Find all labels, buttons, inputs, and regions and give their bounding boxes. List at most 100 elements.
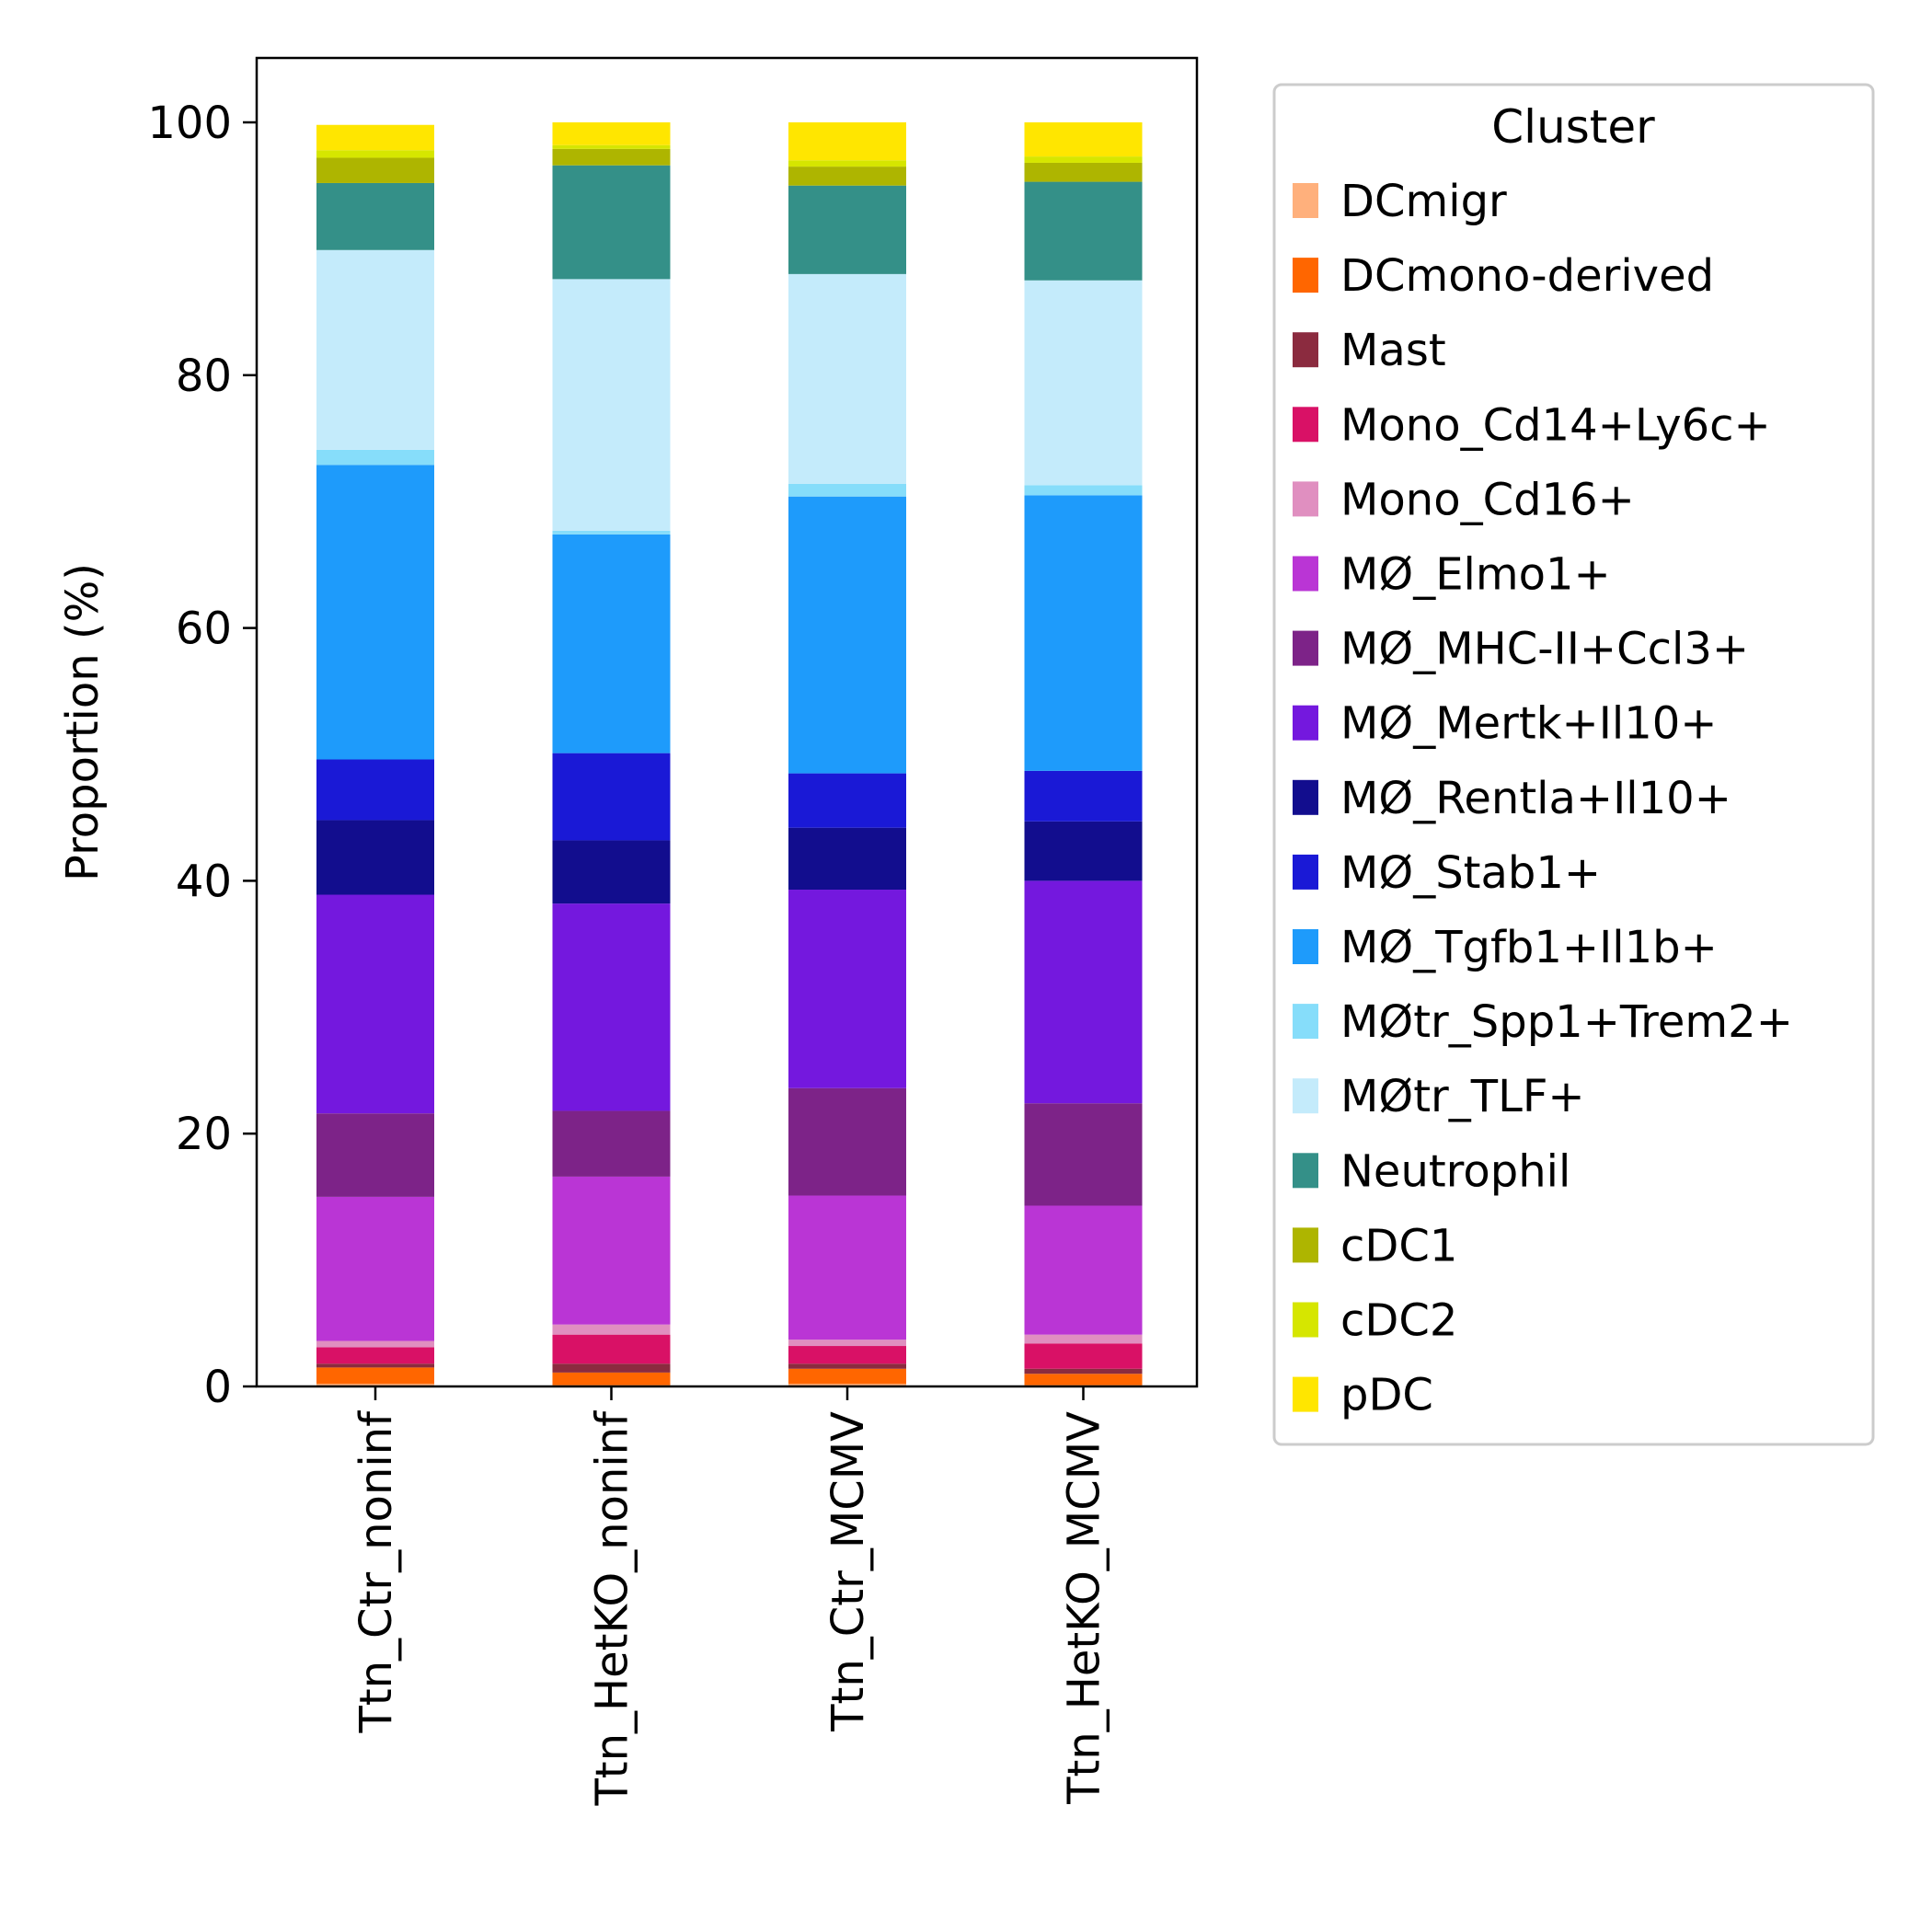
- bar-segment-neutrophil-ttn-hetko-noninf: [552, 165, 671, 280]
- bar-segment-m-tgfb1-il1b-ttn-ctr-mcmv: [788, 496, 906, 774]
- bar-segment-m-tr-tlf-ttn-ctr-mcmv: [788, 273, 906, 484]
- bar-segment-pdc-ttn-hetko-mcmv: [1024, 122, 1143, 157]
- bar-segment-m-tgfb1-il1b-ttn-ctr-noninf: [316, 465, 434, 760]
- bar-segment-cdc2-ttn-hetko-noninf: [552, 144, 671, 149]
- bar-segment-m-mhc-ii-ccl3-ttn-hetko-noninf: [552, 1110, 671, 1177]
- bar-segment-cdc2-ttn-ctr-noninf: [316, 150, 434, 158]
- bar-segment-m-tgfb1-il1b-ttn-hetko-mcmv: [1024, 495, 1143, 771]
- y-tick-label: 60: [176, 604, 232, 655]
- bar-segment-m-elmo1-ttn-hetko-mcmv: [1024, 1205, 1143, 1335]
- legend-label-mast: Mast: [1340, 325, 1446, 376]
- bar-segment-pdc-ttn-ctr-noninf: [316, 124, 434, 151]
- bar-segment-cdc1-ttn-ctr-noninf: [316, 157, 434, 183]
- bar-segment-dcmigr-ttn-ctr-noninf: [316, 1384, 434, 1386]
- legend-swatch-dcmigr: [1293, 183, 1318, 218]
- bar-segment-mono-cd16-ttn-hetko-noninf: [552, 1324, 671, 1335]
- legend-swatch-m-rentla-il10: [1293, 779, 1318, 815]
- bar-segment-m-rentla-il10-ttn-hetko-noninf: [552, 840, 671, 904]
- bar-segment-cdc2-ttn-ctr-mcmv: [788, 160, 906, 167]
- bar-segment-mono-cd14-ly6c-ttn-hetko-noninf: [552, 1334, 671, 1364]
- bar-segment-m-tr-tlf-ttn-ctr-noninf: [316, 249, 434, 450]
- bar-segment-pdc-ttn-ctr-mcmv: [788, 122, 906, 161]
- bar-segment-mono-cd16-ttn-hetko-mcmv: [1024, 1334, 1143, 1344]
- y-tick-label: 80: [176, 351, 232, 402]
- legend-swatch-m-elmo1: [1293, 556, 1318, 592]
- bar-segment-m-stab1-ttn-ctr-noninf: [316, 759, 434, 821]
- legend-swatch-dcmono-derived: [1293, 258, 1318, 293]
- legend-label-dcmono-derived: DCmono-derived: [1340, 250, 1714, 302]
- legend-swatch-neutrophil: [1293, 1153, 1318, 1189]
- bar-segment-mast-ttn-hetko-noninf: [552, 1363, 671, 1373]
- y-tick-label: 20: [176, 1109, 232, 1160]
- bar-segment-pdc-ttn-hetko-noninf: [552, 122, 671, 145]
- legend-label-pdc: pDC: [1340, 1370, 1433, 1421]
- bar-segment-m-tr-tlf-ttn-hetko-noninf: [552, 279, 671, 531]
- bar-segment-mast-ttn-ctr-noninf: [316, 1363, 434, 1368]
- bar-segment-m-tr-spp1-trem2-ttn-ctr-mcmv: [788, 483, 906, 497]
- plot-frame: [255, 56, 1199, 1388]
- bar-segment-neutrophil-ttn-hetko-mcmv: [1024, 181, 1143, 281]
- bar-segment-m-mhc-ii-ccl3-ttn-hetko-mcmv: [1024, 1103, 1143, 1206]
- legend-label-m-stab1: MØ_Stab1+: [1340, 847, 1601, 899]
- bar-segment-cdc2-ttn-hetko-mcmv: [1024, 156, 1143, 163]
- bar-segment-m-tr-spp1-trem2-ttn-hetko-noninf: [552, 530, 671, 535]
- bar-segment-cdc1-ttn-hetko-mcmv: [1024, 162, 1143, 182]
- legend-title: Cluster: [1491, 100, 1655, 154]
- legend-label-m-tgfb1-il1b: MØ_Tgfb1+Il1b+: [1340, 922, 1718, 973]
- legend-label-m-rentla-il10: MØ_Rentla+Il10+: [1340, 773, 1731, 824]
- bars-layer: [316, 122, 1143, 1386]
- bar-segment-m-stab1-ttn-hetko-mcmv: [1024, 770, 1143, 822]
- y-axis-label: Proportion (%): [57, 563, 109, 881]
- legend-swatch-pdc: [1293, 1376, 1318, 1412]
- bar-segment-m-rentla-il10-ttn-hetko-mcmv: [1024, 821, 1143, 881]
- bar-segment-mono-cd14-ly6c-ttn-ctr-noninf: [316, 1347, 434, 1364]
- x-tick-label-ttn-hetko-mcmv: Ttn_HetKO_MCMV: [1059, 1411, 1110, 1805]
- bar-segment-mono-cd14-ly6c-ttn-hetko-mcmv: [1024, 1343, 1143, 1369]
- legend-swatch-mast: [1293, 332, 1318, 368]
- legend-label-m-mertk-il10: MØ_Mertk+Il10+: [1340, 698, 1718, 750]
- bar-segment-m-stab1-ttn-ctr-mcmv: [788, 773, 906, 828]
- legend-label-dcmigr: DCmigr: [1340, 176, 1507, 227]
- bar-segment-mono-cd16-ttn-ctr-noninf: [316, 1340, 434, 1348]
- bar-segment-mono-cd16-ttn-ctr-mcmv: [788, 1340, 906, 1347]
- bar-segment-cdc1-ttn-ctr-mcmv: [788, 167, 906, 186]
- legend-label-m-tr-tlf: MØtr_TLF+: [1340, 1071, 1585, 1122]
- legend-swatch-m-tr-spp1-trem2: [1293, 1004, 1318, 1040]
- legend-label-cdc1: cDC1: [1340, 1220, 1457, 1271]
- bar-segment-m-mertk-il10-ttn-hetko-mcmv: [1024, 880, 1143, 1104]
- bar-segment-dcmono-derived-ttn-hetko-mcmv: [1024, 1374, 1143, 1386]
- legend-label-m-tr-spp1-trem2: MØtr_Spp1+Trem2+: [1340, 996, 1793, 1048]
- bar-segment-mast-ttn-ctr-mcmv: [788, 1363, 906, 1369]
- y-tick-label: 100: [147, 98, 232, 149]
- bar-segment-neutrophil-ttn-ctr-noninf: [316, 182, 434, 250]
- legend-swatch-cdc2: [1293, 1302, 1318, 1338]
- bar-segment-mono-cd14-ly6c-ttn-ctr-mcmv: [788, 1346, 906, 1364]
- legend-label-mono-cd14-ly6c: Mono_Cd14+Ly6c+: [1340, 399, 1771, 451]
- bar-segment-neutrophil-ttn-ctr-mcmv: [788, 185, 906, 274]
- legend-items: DCmigr DCmono-derived Mast Mono_Cd14+Ly6c+ M…: [1293, 176, 1793, 1421]
- bar-segment-dcmigr-ttn-ctr-mcmv: [788, 1384, 906, 1386]
- legend-swatch-m-tgfb1-il1b: [1293, 929, 1318, 964]
- y-tick-label: 0: [203, 1362, 232, 1413]
- bar-segment-m-mhc-ii-ccl3-ttn-ctr-mcmv: [788, 1087, 906, 1196]
- x-tick-label-ttn-hetko-noninf: Ttn_HetKO_noninf: [587, 1410, 638, 1807]
- bar-segment-mast-ttn-hetko-mcmv: [1024, 1368, 1143, 1374]
- legend-swatch-m-mertk-il10: [1293, 705, 1318, 741]
- bar-segment-m-elmo1-ttn-ctr-mcmv: [788, 1195, 906, 1340]
- legend-swatch-mono-cd16: [1293, 481, 1318, 517]
- bar-segment-m-elmo1-ttn-hetko-noninf: [552, 1176, 671, 1325]
- legend-label-mono-cd16: Mono_Cd16+: [1340, 474, 1635, 525]
- bar-segment-cdc1-ttn-hetko-noninf: [552, 148, 671, 166]
- legend-label-neutrophil: Neutrophil: [1340, 1145, 1570, 1197]
- x-tick-label-ttn-ctr-mcmv: Ttn_Ctr_MCMV: [822, 1411, 874, 1732]
- legend-label-m-mhc-ii-ccl3: MØ_MHC-II+Ccl3+: [1340, 624, 1749, 675]
- legend-label-m-elmo1: MØ_Elmo1+: [1340, 549, 1611, 601]
- bar-segment-dcmono-derived-ttn-ctr-mcmv: [788, 1368, 906, 1385]
- bar-segment-dcmono-derived-ttn-hetko-noninf: [552, 1372, 671, 1386]
- bar-segment-m-rentla-il10-ttn-ctr-mcmv: [788, 827, 906, 891]
- bar-segment-dcmono-derived-ttn-ctr-noninf: [316, 1367, 434, 1385]
- legend-label-cdc2: cDC2: [1340, 1295, 1457, 1347]
- bar-segment-m-tr-tlf-ttn-hetko-mcmv: [1024, 280, 1143, 486]
- legend: Cluster DCmigr DCmono-derived Mast Mono_Cd1…: [1272, 83, 1875, 1446]
